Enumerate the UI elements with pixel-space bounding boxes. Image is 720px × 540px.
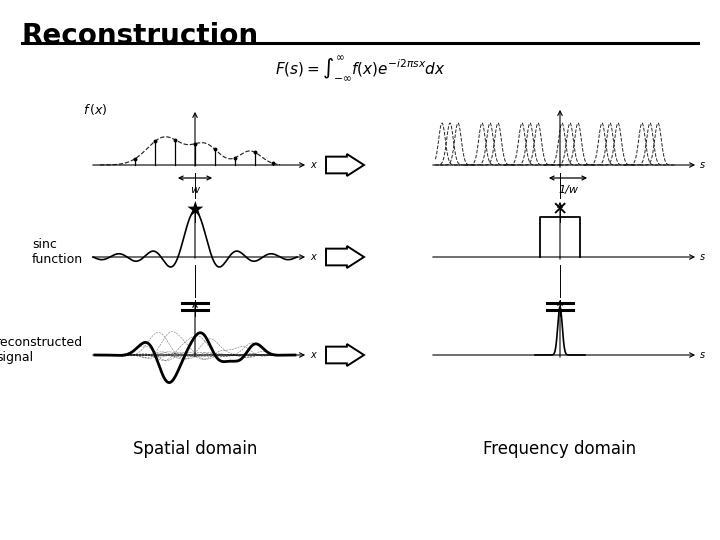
Text: x: x [310, 160, 316, 170]
Text: s: s [700, 252, 705, 262]
Text: x: x [310, 252, 316, 262]
Text: w: w [190, 185, 199, 195]
Text: Frequency domain: Frequency domain [483, 440, 636, 458]
Text: $f\,(x)$: $f\,(x)$ [83, 102, 107, 117]
Text: $F(s)=\int_{-\infty}^{\infty}f(x)e^{-i2\pi sx}dx$: $F(s)=\int_{-\infty}^{\infty}f(x)e^{-i2\… [274, 55, 446, 84]
Text: 1/w: 1/w [558, 185, 578, 195]
Text: x: x [310, 350, 316, 360]
Polygon shape [326, 154, 364, 176]
Text: ★: ★ [186, 200, 204, 220]
Text: reconstructed
signal: reconstructed signal [0, 336, 83, 364]
Text: Reconstruction: Reconstruction [22, 22, 259, 50]
Text: Spatial domain: Spatial domain [132, 440, 257, 458]
Text: ✕: ✕ [552, 200, 568, 219]
Text: s: s [700, 160, 705, 170]
Text: sinc
function: sinc function [32, 238, 83, 266]
Polygon shape [326, 246, 364, 268]
Text: s: s [700, 350, 705, 360]
Polygon shape [326, 344, 364, 366]
